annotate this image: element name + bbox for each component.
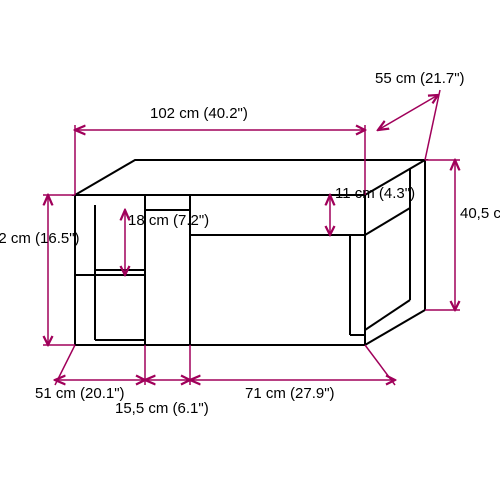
dim-bottom-mid: 15,5 cm (6.1") bbox=[115, 400, 209, 417]
dim-bottom-right: 71 cm (27.9") bbox=[245, 385, 335, 402]
dim-opening-height: 11 cm (4.3") bbox=[335, 185, 425, 203]
dimension-diagram: 102 cm (40.2") 55 cm (21.7") 42 cm (16.5… bbox=[0, 0, 500, 500]
dim-height-left: 42 cm (16.5") bbox=[0, 230, 60, 248]
dim-bottom-left: 51 cm (20.1") bbox=[35, 385, 125, 402]
dim-depth-top: 55 cm (21.7") bbox=[375, 70, 465, 87]
dim-right-height: 40,5 cm (15.9") bbox=[460, 205, 500, 223]
dim-width-top: 102 cm (40.2") bbox=[150, 105, 248, 122]
dim-shelf-height: 18 cm (7.2") bbox=[128, 212, 218, 230]
